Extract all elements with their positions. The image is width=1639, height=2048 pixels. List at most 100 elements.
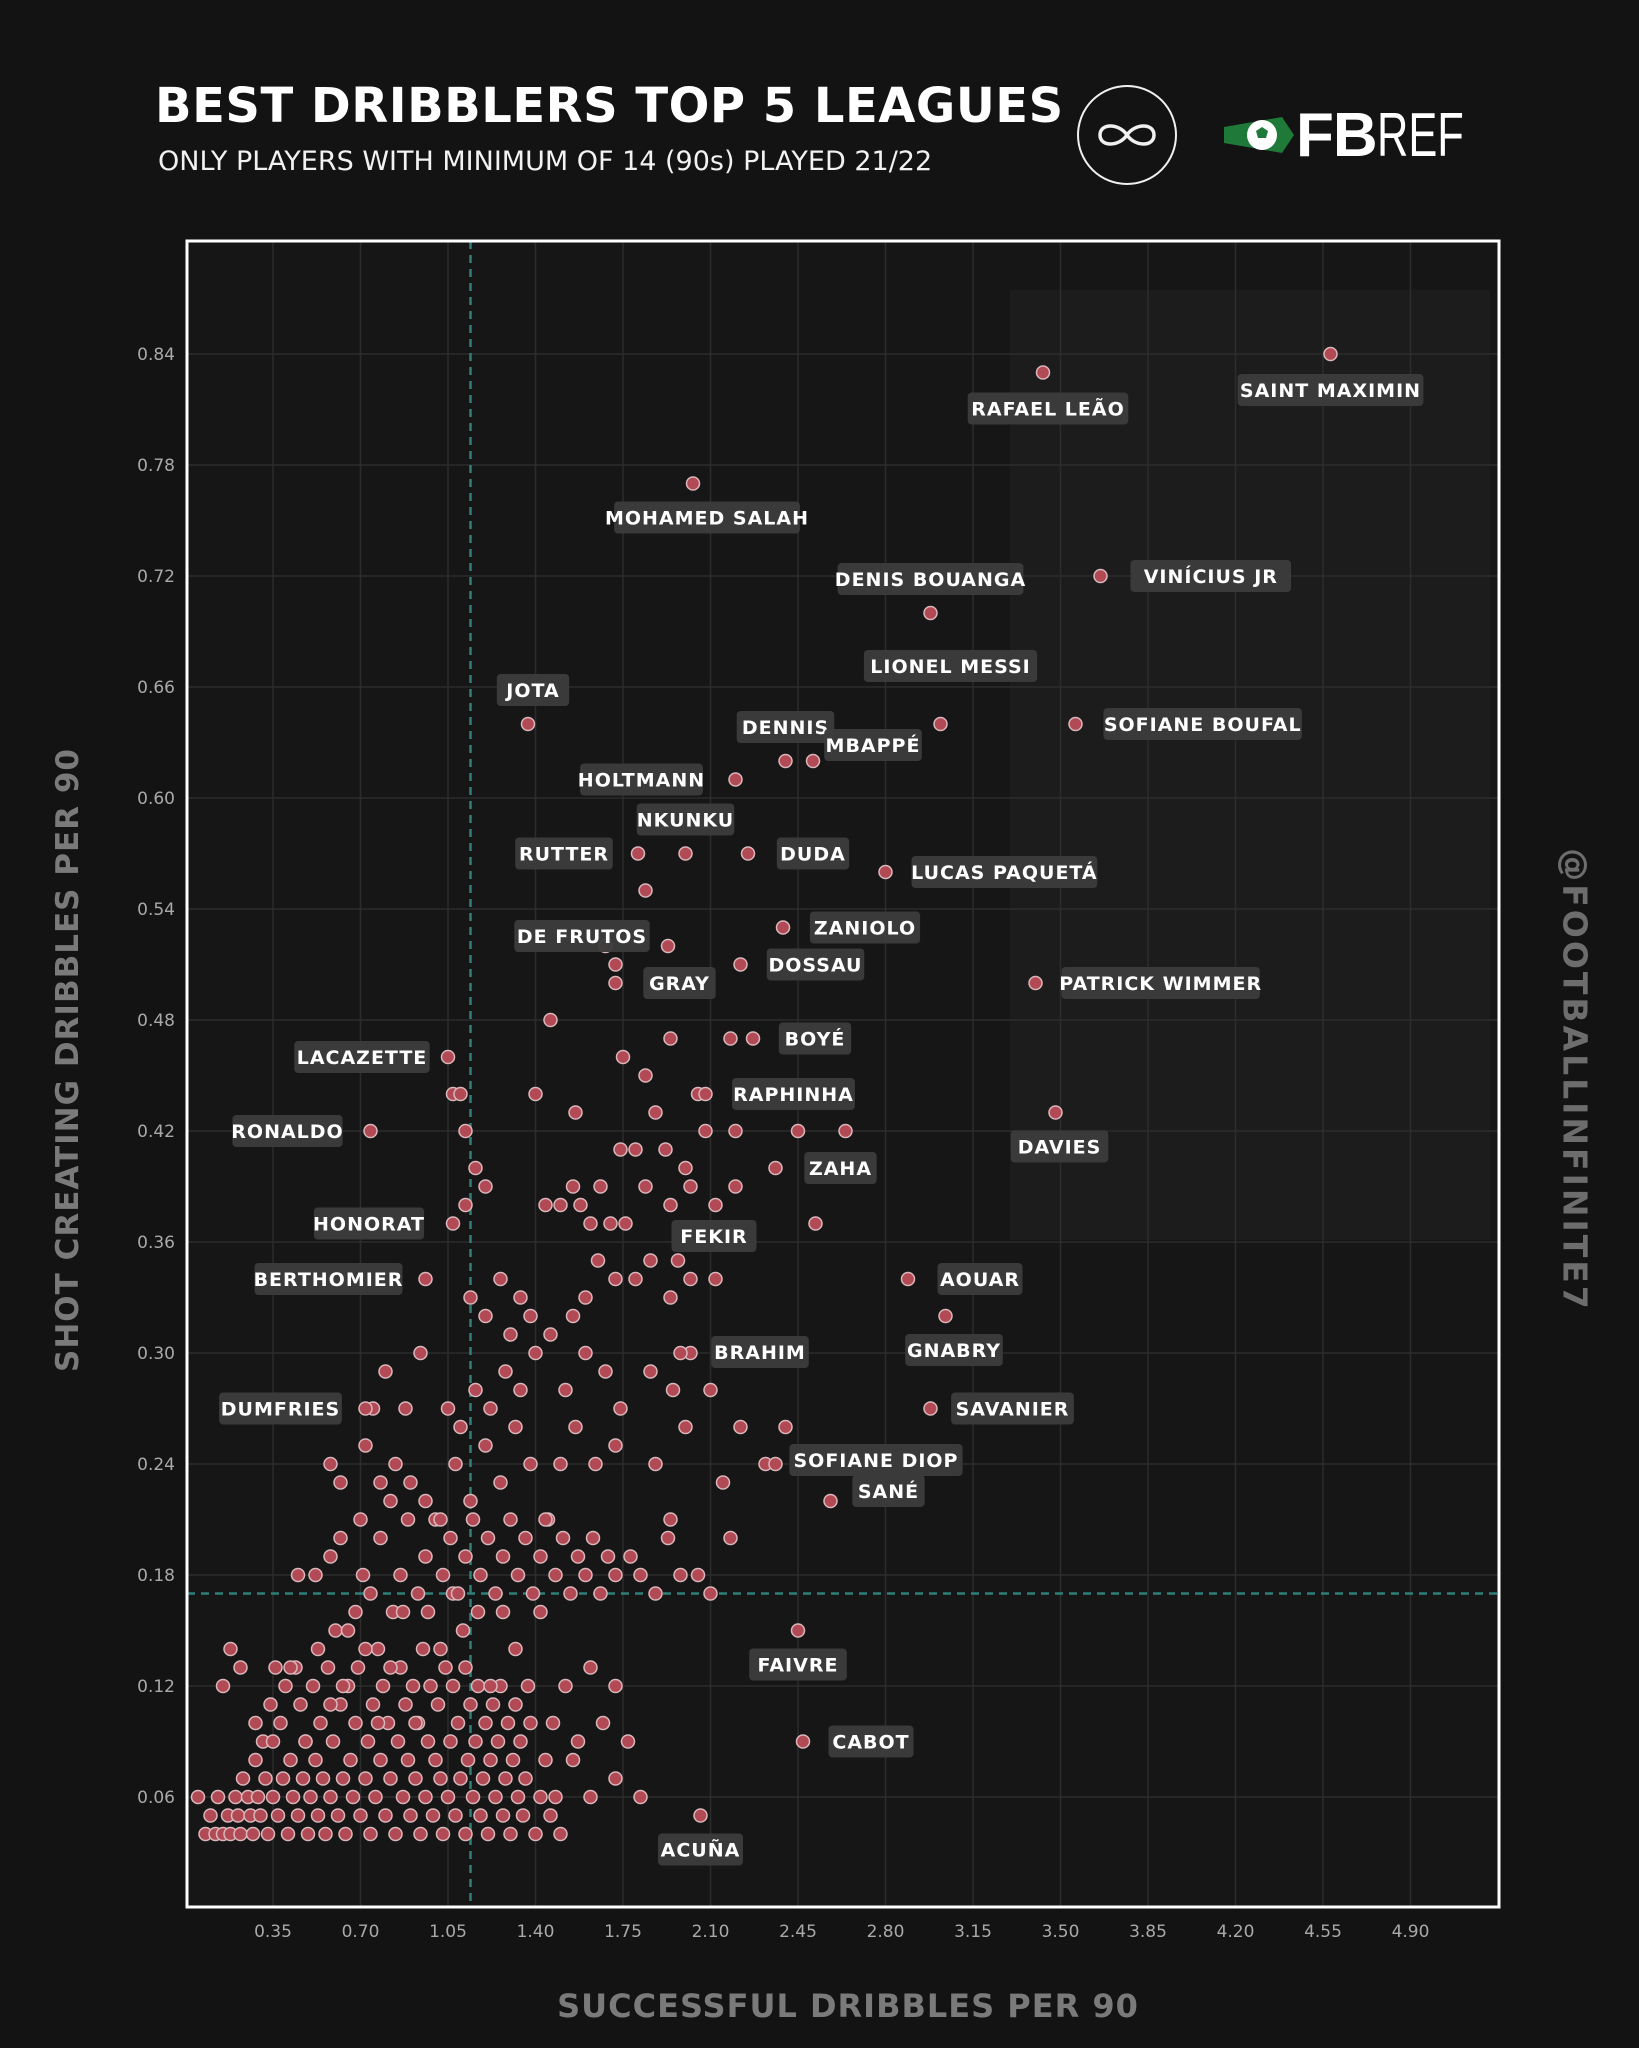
data-point: [398, 1697, 413, 1712]
data-point: [703, 1586, 718, 1601]
labeled-data-point: [445, 1216, 461, 1231]
data-point: [510, 1789, 526, 1805]
data-point: [383, 1660, 398, 1675]
labeled-data-point: [728, 772, 743, 787]
data-point: [663, 1290, 678, 1305]
y-tick-label: 0.66: [137, 678, 175, 698]
data-point: [463, 1290, 478, 1305]
labeled-data-point: [745, 1031, 761, 1046]
data-point: [265, 1789, 281, 1805]
player-label: RUTTER: [519, 844, 609, 866]
data-point: [435, 1567, 451, 1583]
data-point: [483, 1678, 498, 1694]
data-point: [458, 1197, 473, 1213]
data-point: [568, 1105, 583, 1120]
data-point: [658, 1142, 673, 1157]
data-point: [683, 1179, 698, 1194]
data-point: [233, 1660, 248, 1675]
player-label: DUDA: [780, 844, 846, 866]
player-label: AOUAR: [940, 1269, 1020, 1291]
data-point: [565, 1179, 581, 1194]
data-point: [348, 1604, 363, 1620]
data-point: [648, 1456, 663, 1472]
player-label-box: [658, 1833, 743, 1866]
data-point: [458, 1826, 473, 1842]
data-point: [335, 1678, 351, 1694]
data-point: [338, 1826, 353, 1842]
data-point: [583, 1789, 598, 1805]
data-point: [265, 1734, 281, 1749]
data-point: [583, 1660, 598, 1675]
player-label-box: [1103, 708, 1302, 740]
player-label: DENNIS: [742, 717, 829, 739]
data-point: [410, 1586, 426, 1601]
data-point: [690, 1567, 706, 1583]
x-tick-label: 4.20: [1217, 1922, 1255, 1942]
player-label-box: [219, 1392, 342, 1425]
data-point: [403, 1475, 418, 1490]
data-point: [498, 1771, 513, 1786]
labeled-data-point: [1048, 1105, 1063, 1120]
data-point: [578, 1567, 593, 1583]
data-point: [253, 1808, 268, 1823]
player-label-box: [580, 763, 703, 796]
player-label-box: [636, 803, 735, 836]
data-point: [398, 1401, 413, 1416]
y-tick-label: 0.18: [137, 1566, 175, 1586]
data-point: [413, 1345, 428, 1361]
labeled-data-point: [923, 605, 938, 621]
y-tick-label: 0.36: [137, 1233, 175, 1253]
data-point: [280, 1826, 296, 1842]
data-point: [358, 1438, 373, 1453]
data-point: [433, 1641, 448, 1657]
data-point: [525, 1586, 541, 1601]
data-point: [355, 1567, 371, 1583]
data-point: [270, 1808, 286, 1823]
data-point: [578, 1290, 593, 1305]
data-point: [310, 1808, 326, 1823]
data-point: [520, 1678, 536, 1694]
data-point: [608, 957, 623, 972]
labeled-data-point: [1035, 365, 1051, 380]
data-point: [453, 1419, 468, 1435]
data-point: [593, 1586, 608, 1601]
data-point: [250, 1789, 266, 1805]
player-label-box: [1061, 967, 1260, 999]
data-point: [275, 1771, 291, 1786]
data-point: [565, 1308, 581, 1324]
player-label-box: [736, 711, 835, 743]
data-point: [215, 1678, 231, 1694]
x-tick-label: 3.50: [1042, 1922, 1080, 1942]
data-point: [323, 1789, 338, 1805]
data-point: [315, 1771, 331, 1786]
data-point: [613, 1401, 628, 1416]
data-point: [480, 1530, 496, 1546]
player-label: BOYÉ: [785, 1028, 846, 1051]
data-point: [300, 1826, 316, 1842]
labeled-data-point: [778, 753, 793, 769]
data-point: [495, 1604, 511, 1620]
chart-title: BEST DRIBBLERS TOP 5 LEAGUES: [155, 78, 1064, 134]
x-tick-label: 2.45: [779, 1922, 817, 1942]
data-point: [633, 1789, 648, 1805]
data-point: [475, 1771, 491, 1786]
data-point: [415, 1641, 431, 1657]
data-point: [343, 1752, 358, 1768]
player-label: HOLTMANN: [578, 770, 705, 792]
data-point: [353, 1512, 368, 1527]
data-point: [663, 1031, 678, 1046]
data-point: [365, 1697, 381, 1712]
player-label-box: [937, 1263, 1023, 1295]
data-point: [513, 1734, 528, 1749]
data-point: [378, 1364, 393, 1379]
fbref-ref-text: REF: [1376, 101, 1464, 170]
data-point: [508, 1419, 523, 1435]
data-point: [533, 1604, 548, 1620]
player-label: BERTHOMIER: [254, 1269, 404, 1291]
data-point: [418, 1789, 433, 1805]
data-point: [518, 1530, 533, 1546]
data-point: [473, 1567, 488, 1583]
data-point: [503, 1327, 518, 1342]
player-label-box: [863, 650, 1038, 682]
player-label: RAFAEL LEÃO: [971, 397, 1124, 421]
